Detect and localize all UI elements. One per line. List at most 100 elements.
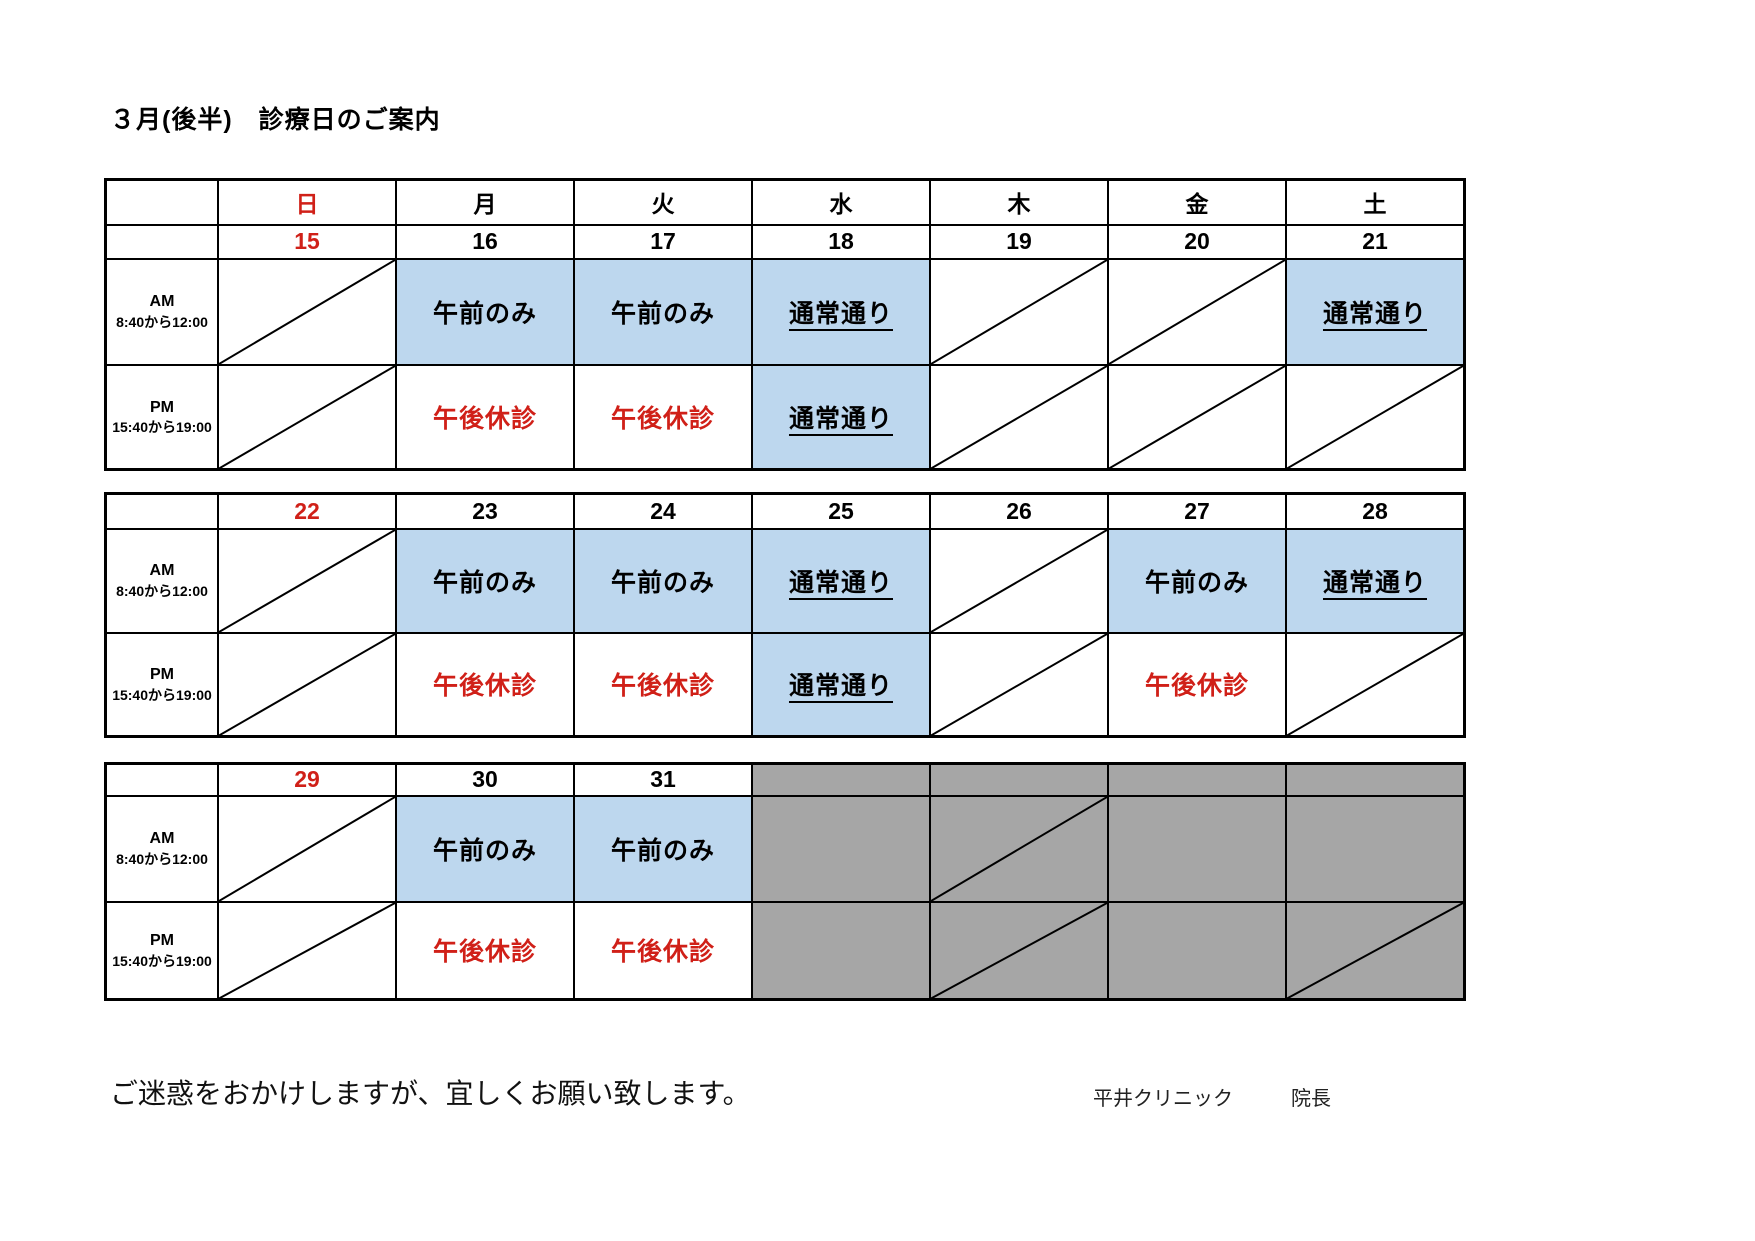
schedule-status-cell: 午前のみ: [395, 794, 575, 903]
period-hours: 8:40から12:00: [116, 582, 208, 599]
period-label: PM: [150, 932, 174, 949]
schedule-status-text: 午後休診: [610, 672, 715, 701]
date-cell: 15: [217, 223, 397, 260]
closed-slash-cell: [929, 527, 1109, 634]
schedule-status-text: 午前のみ: [1144, 568, 1249, 597]
schedule-status-cell: 午後休診: [395, 900, 575, 1001]
schedule-status-cell: 午後休診: [395, 363, 575, 471]
date-cell: 23: [395, 492, 575, 530]
diagonal-slash-icon: [219, 903, 395, 999]
schedule-status-text: 午前のみ: [610, 568, 715, 597]
period-label: AM: [149, 293, 175, 311]
schedule-status-text: 午前のみ: [610, 836, 715, 865]
diagonal-slash-icon: [931, 903, 1107, 999]
date-cell: 21: [1285, 223, 1466, 260]
closed-slash-cell: [929, 363, 1109, 471]
schedule-status-wrap: 午前のみ: [398, 798, 572, 900]
diagonal-slash-icon: [1109, 260, 1285, 364]
pm-label: PM 15:40から19:00: [107, 367, 216, 468]
dates-row: 15 16 17 18 19 20 21: [104, 223, 1466, 260]
date-cell: 30: [395, 762, 575, 797]
schedule-status-wrap: 午後休診: [398, 635, 572, 735]
diagonal-slash-icon: [931, 634, 1107, 736]
pm-row: PM 15:40から19:00 午後休診 午後休診: [104, 900, 1466, 1001]
schedule-status-wrap: 午後休診: [576, 635, 750, 735]
closed-slash-cell: [217, 631, 397, 738]
weekday-header-cell: 土: [1285, 178, 1466, 226]
schedule-status-wrap: 午後休診: [1110, 635, 1284, 735]
am-row: AM 8:40から12:00 午前のみ 午前のみ 通常通り 通常通り: [104, 257, 1466, 366]
weekday-header-cell: 金: [1107, 178, 1287, 226]
schedule-status-cell: 通常通り: [751, 631, 931, 738]
dates-row: 22 23 24 25 26 27 28: [104, 492, 1466, 530]
schedule-status-text: 通常通り: [788, 299, 893, 328]
am-row: AM 8:40から12:00 午前のみ 午前のみ: [104, 794, 1466, 903]
date-cell: 25: [751, 492, 931, 530]
schedule-status-text: 午後休診: [610, 938, 715, 967]
schedule-status-cell: 午前のみ: [395, 527, 575, 634]
pm-row: PM 15:40から19:00 午後休診 午後休診 通常通り 午後休診: [104, 631, 1466, 738]
date-cell: 28: [1285, 492, 1466, 530]
schedule-table-week-of-15: 日月火水木金土 15 16 17 18 19 20 21 AM 8:40から12:00 午前のみ 午前…: [104, 178, 1466, 471]
am-label: AM 8:40から12:00: [107, 531, 216, 631]
am-label-cell: AM 8:40から12:00: [104, 527, 219, 634]
schedule-status-cell: 午後休診: [1107, 631, 1287, 738]
schedule-status-cell: 通常通り: [1285, 257, 1466, 366]
blank-gray-cell: [929, 762, 1109, 797]
date-cell: 22: [217, 492, 397, 530]
dates-row: 29 30 31: [104, 762, 1466, 797]
schedule-status-wrap: 午前のみ: [1110, 531, 1284, 631]
weekday-header-cell: 水: [751, 178, 931, 226]
closed-slash-cell: [1107, 257, 1287, 366]
pm-label-cell: PM 15:40から19:00: [104, 363, 219, 471]
date-cell: 19: [929, 223, 1109, 260]
diagonal-slash-icon: [931, 260, 1107, 364]
schedule-status-wrap: 午後休診: [576, 367, 750, 468]
date-cell: 18: [751, 223, 931, 260]
diagonal-slash-icon: [931, 366, 1107, 469]
schedule-status-wrap: 午前のみ: [398, 261, 572, 363]
diagonal-slash-icon: [931, 530, 1107, 632]
period-hours: 8:40から12:00: [116, 850, 208, 867]
schedule-status-cell: 通常通り: [1285, 527, 1466, 634]
schedule-status-wrap: 午後休診: [398, 904, 572, 998]
schedule-table-week-of-22: 22 23 24 25 26 27 28 AM 8:40から12:00 午前のみ 午前のみ 通常通り午…: [104, 492, 1466, 738]
am-label: AM 8:40から12:00: [107, 798, 216, 900]
weekday-header-row: 日月火水木金土: [104, 178, 1466, 226]
schedule-status-text: 午後休診: [432, 938, 537, 967]
pm-label-cell: PM 15:40から19:00: [104, 631, 219, 738]
corner-cell: [104, 223, 219, 260]
schedule-status-cell: 通常通り: [751, 257, 931, 366]
blank-gray-cell: [1107, 762, 1287, 797]
pm-label: PM 15:40から19:00: [107, 635, 216, 735]
schedule-status-text: 通常通り: [788, 404, 893, 433]
corner-cell: [104, 178, 219, 226]
date-cell: 26: [929, 492, 1109, 530]
schedule-status-text: 通常通り: [788, 672, 893, 701]
corner-cell: [104, 492, 219, 530]
date-cell: 16: [395, 223, 575, 260]
am-label-cell: AM 8:40から12:00: [104, 794, 219, 903]
diagonal-slash-icon: [219, 797, 395, 901]
out-of-month-slash-cell: [929, 900, 1109, 1001]
out-of-month-cell: [1285, 794, 1466, 903]
weekday-header-cell: 日: [217, 178, 397, 226]
diagonal-slash-icon: [1287, 903, 1463, 999]
schedule-status-wrap: 午前のみ: [576, 798, 750, 900]
clinic-name: 平井クリニック: [1093, 1088, 1233, 1110]
closed-slash-cell: [217, 527, 397, 634]
schedule-status-text: 午後休診: [1144, 672, 1249, 701]
schedule-status-cell: 午前のみ: [573, 794, 753, 903]
out-of-month-slash-cell: [929, 794, 1109, 903]
date-cell: 17: [573, 223, 753, 260]
apology-note: ご迷惑をおかけしますが、宜しくお願い致します。: [110, 1079, 751, 1110]
diagonal-slash-icon: [931, 797, 1107, 901]
date-cell: 24: [573, 492, 753, 530]
schedule-status-cell: 午後休診: [573, 363, 753, 471]
pm-label-cell: PM 15:40から19:00: [104, 900, 219, 1001]
blank-gray-cell: [1285, 762, 1466, 797]
out-of-month-cell: [1107, 900, 1287, 1001]
schedule-status-cell: 午後休診: [573, 631, 753, 738]
schedule-table-week-of-29: 29 30 31 AM 8:40から12:00 午前のみ 午前のみ PM 15:40から19:0…: [104, 762, 1466, 1001]
schedule-status-cell: 通常通り: [751, 363, 931, 471]
